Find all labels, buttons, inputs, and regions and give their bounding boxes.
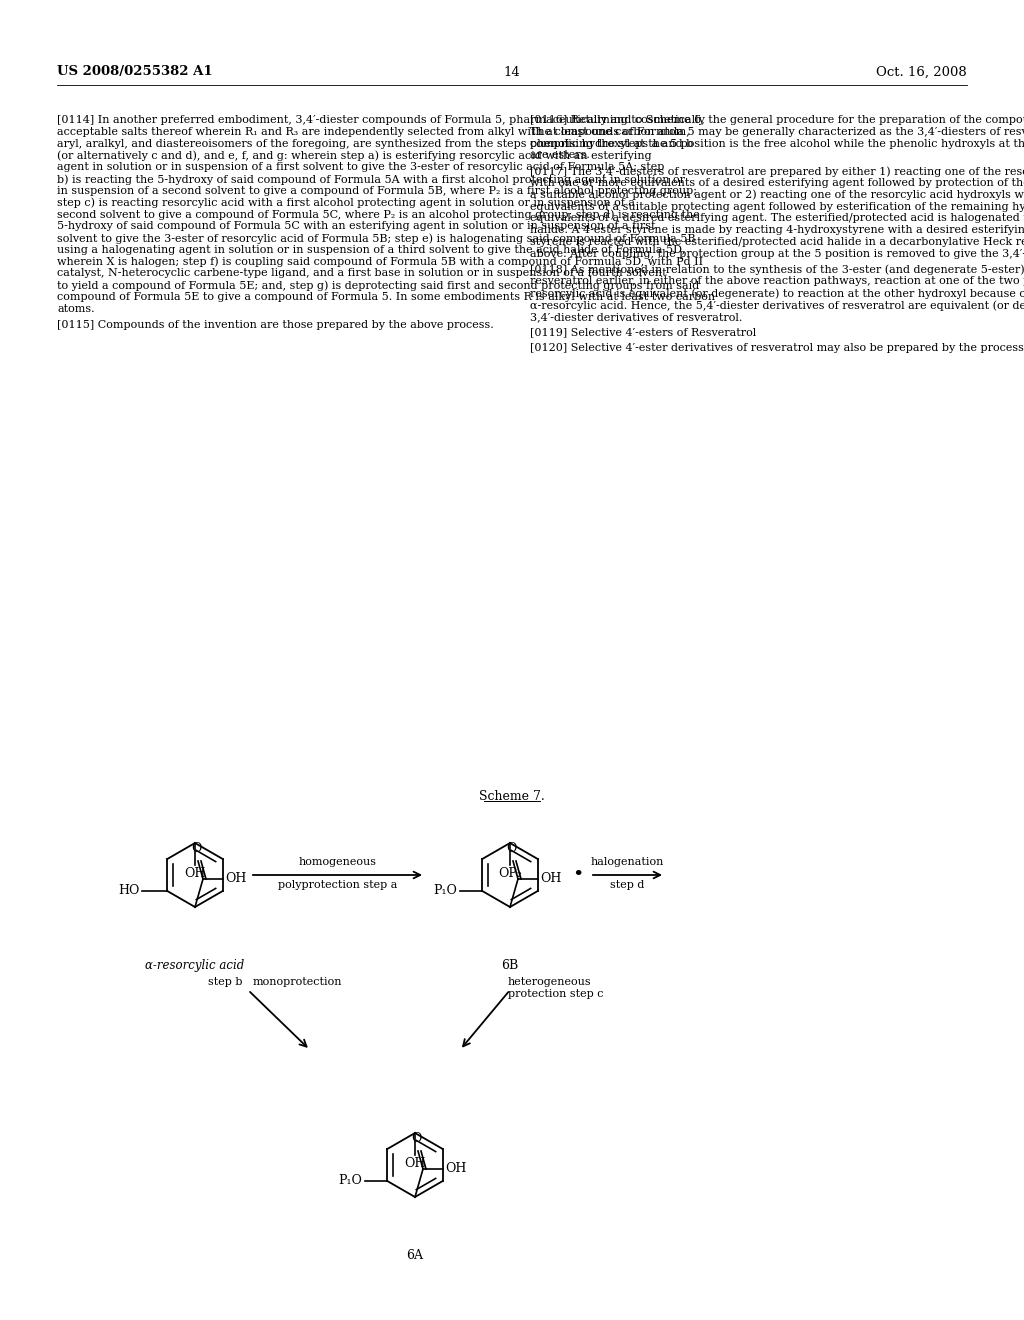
Text: O: O (506, 842, 516, 855)
Text: OP₂: OP₂ (498, 867, 522, 880)
Text: OH: OH (540, 873, 561, 886)
Text: equivalents of a desired esterifying agent. The esterified/protected acid is hal: equivalents of a desired esterifying age… (530, 214, 1024, 223)
Text: OH: OH (225, 873, 247, 886)
Text: catalyst, N-heterocyclic carbene-type ligand, and a first base in solution or in: catalyst, N-heterocyclic carbene-type li… (57, 268, 667, 279)
Text: 5-hydroxy of said compound of Formula 5C with an esterifying agent in solution o: 5-hydroxy of said compound of Formula 5C… (57, 222, 655, 231)
Text: (or alternatively c and d), and e, f, and g: wherein step a) is esterifying reso: (or alternatively c and d), and e, f, an… (57, 150, 651, 161)
Text: [0119] Selective 4′-esters of Resveratrol: [0119] Selective 4′-esters of Resveratro… (530, 327, 757, 338)
Text: compound of Formula 5E to give a compound of Formula 5. In some embodiments R is: compound of Formula 5E to give a compoun… (57, 292, 715, 302)
Text: polyprotection step a: polyprotection step a (278, 880, 397, 890)
Text: O: O (190, 842, 201, 855)
Text: wherein X is halogen; step f) is coupling said compound of Formula 5B with a com: wherein X is halogen; step f) is couplin… (57, 256, 703, 267)
Text: 3,4′-diester derivatives of resveratrol.: 3,4′-diester derivatives of resveratrol. (530, 312, 742, 322)
Text: Oct. 16, 2008: Oct. 16, 2008 (877, 66, 967, 78)
Text: heterogeneous: heterogeneous (508, 977, 592, 987)
Text: protection step c: protection step c (508, 989, 603, 999)
Text: OH: OH (445, 1163, 466, 1176)
Text: resveratrol earlier, in either of the above reaction pathways, reaction at one o: resveratrol earlier, in either of the ab… (530, 276, 1024, 286)
Text: [0120] Selective 4′-ester derivatives of resveratrol may also be prepared by the: [0120] Selective 4′-ester derivatives of… (530, 343, 1024, 354)
Text: US 2008/0255382 A1: US 2008/0255382 A1 (57, 66, 213, 78)
Text: phenolic hydroxyl at the 5 position is the free alcohol while the phenolic hydro: phenolic hydroxyl at the 5 position is t… (530, 139, 1024, 149)
Text: in suspension of a second solvent to give a compound of Formula 5B, where P₂ is : in suspension of a second solvent to giv… (57, 186, 697, 195)
Text: with one or more equivalents of a desired esterifying agent followed by protecti: with one or more equivalents of a desire… (530, 178, 1024, 187)
Text: •: • (572, 866, 584, 884)
Text: α-resorcylic acid: α-resorcylic acid (145, 960, 245, 972)
Text: are esters.: are esters. (530, 150, 590, 161)
Text: O: O (411, 1133, 421, 1144)
Text: using a halogenating agent in solution or in suspension of a third solvent to gi: using a halogenating agent in solution o… (57, 244, 685, 255)
Text: step c) is reacting resorcylic acid with a first alcohol protecting agent in sol: step c) is reacting resorcylic acid with… (57, 198, 635, 209)
Text: OH: OH (404, 1158, 426, 1170)
Text: 6A: 6A (407, 1249, 424, 1262)
Text: styrene is reacted with the esterified/protected acid halide in a decarbonylativ: styrene is reacted with the esterified/p… (530, 238, 1024, 247)
Text: P₁O: P₁O (338, 1175, 362, 1188)
Text: above. After coupling, the protection group at the 5 position is removed to give: above. After coupling, the protection gr… (530, 248, 1024, 259)
Text: acceptable salts thereof wherein R₁ and R₃ are independently selected from alkyl: acceptable salts thereof wherein R₁ and … (57, 127, 690, 137)
Text: [0117] The 3,4′-diesters of resveratrol are prepared by either 1) reacting one o: [0117] The 3,4′-diesters of resveratrol … (530, 166, 1024, 177)
Text: solvent to give the 3-ester of resorcylic acid of Formula 5B; step e) is halogen: solvent to give the 3-ester of resorcyli… (57, 234, 695, 244)
Text: resorcylic acid is equivalent (or degenerate) to reaction at the other hydroxyl : resorcylic acid is equivalent (or degene… (530, 288, 1024, 298)
Text: homogeneous: homogeneous (299, 857, 377, 867)
Text: The compounds of Formula 5 may be generally characterized as the 3,4′-diesters o: The compounds of Formula 5 may be genera… (530, 127, 1024, 137)
Text: [0118] As mentioned in relation to the synthesis of the 3-ester (and degenerate : [0118] As mentioned in relation to the s… (530, 264, 1024, 275)
Text: 14: 14 (504, 66, 520, 78)
Text: α-resorcylic acid. Hence, the 5,4′-diester derivatives of resveratrol are equiva: α-resorcylic acid. Hence, the 5,4′-diest… (530, 300, 1024, 310)
Text: atoms.: atoms. (57, 304, 94, 314)
Text: [0114] In another preferred embodiment, 3,4′-diester compounds of Formula 5, pha: [0114] In another preferred embodiment, … (57, 115, 705, 125)
Text: P₁O: P₁O (433, 884, 458, 898)
Text: OH: OH (184, 867, 206, 880)
Text: halogenation: halogenation (591, 857, 665, 867)
Text: step d: step d (610, 880, 645, 890)
Text: [0116] Returning to Scheme 6, the general procedure for the preparation of the c: [0116] Returning to Scheme 6, the genera… (530, 115, 1024, 125)
Text: HO: HO (118, 884, 139, 898)
Text: step b: step b (209, 977, 243, 987)
Text: aryl, aralkyl, and diastereoisomers of the foregoing, are synthesized from the s: aryl, aralkyl, and diastereoisomers of t… (57, 139, 693, 149)
Text: [0115] Compounds of the invention are those prepared by the above process.: [0115] Compounds of the invention are th… (57, 319, 494, 330)
Text: Scheme 7.: Scheme 7. (479, 789, 545, 803)
Text: agent in solution or in suspension of a first solvent to give the 3-ester of res: agent in solution or in suspension of a … (57, 162, 665, 172)
Text: equivalents of a suitable protecting agent followed by esterification of the rem: equivalents of a suitable protecting age… (530, 202, 1024, 211)
Text: a suitable alcohol protection agent or 2) reacting one of the resorcylic acid hy: a suitable alcohol protection agent or 2… (530, 190, 1024, 201)
Text: to yield a compound of Formula 5E; and, step g) is deprotecting said first and s: to yield a compound of Formula 5E; and, … (57, 280, 699, 290)
Text: monoprotection: monoprotection (253, 977, 342, 987)
Text: 6B: 6B (502, 960, 518, 972)
Text: halide. A 4-ester styrene is made by reacting 4-hydroxystyrene with a desired es: halide. A 4-ester styrene is made by rea… (530, 226, 1024, 235)
Text: second solvent to give a compound of Formula 5C, where P₂ is an alcohol protecti: second solvent to give a compound of For… (57, 210, 699, 220)
Text: b) is reacting the 5-hydroxy of said compound of Formula 5A with a first alcohol: b) is reacting the 5-hydroxy of said com… (57, 174, 685, 185)
